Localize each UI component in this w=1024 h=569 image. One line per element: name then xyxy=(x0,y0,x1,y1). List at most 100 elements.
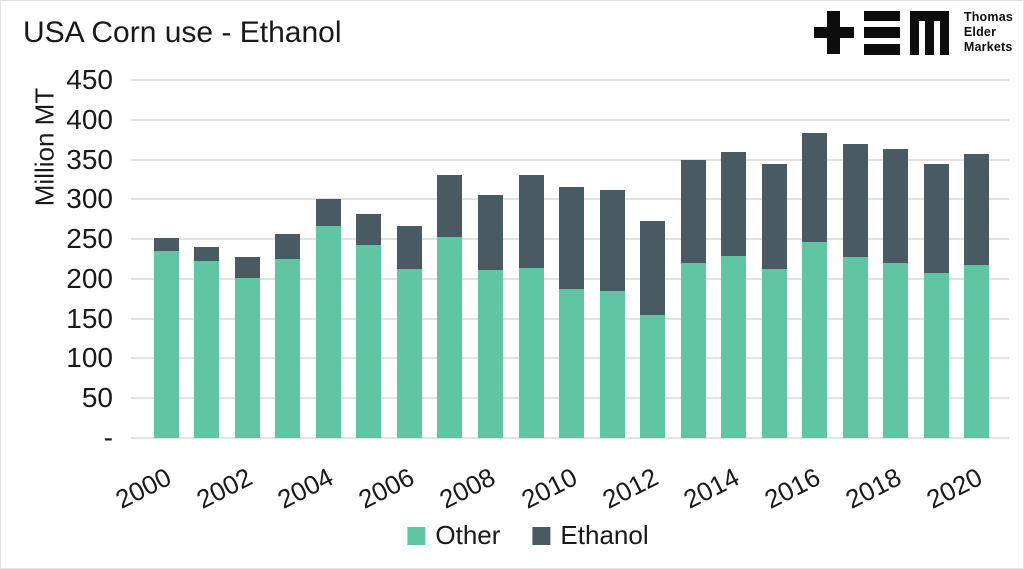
bar-slot-2006 xyxy=(389,80,430,438)
bar-2003-other xyxy=(275,259,301,438)
bar-2017-ethanol xyxy=(842,143,868,258)
x-tick-2006: 2006 xyxy=(354,461,420,515)
tem-logo: Thomas Elder Markets xyxy=(813,10,1013,55)
bar-2017-other xyxy=(842,257,868,438)
y-tick-50: 50 xyxy=(81,382,113,414)
legend-swatch-ethanol xyxy=(532,526,551,545)
bar-slot-2005 xyxy=(349,80,390,438)
bar-2014-ethanol xyxy=(721,151,747,256)
page-title: USA Corn use - Ethanol xyxy=(23,16,342,49)
bar-2020-other xyxy=(964,264,990,438)
bar-slot-2020 xyxy=(957,80,998,438)
bar-slot-2000 xyxy=(146,80,187,438)
legend: Other Ethanol xyxy=(407,520,649,551)
x-tick-2002: 2002 xyxy=(191,461,258,515)
logo-plus-glyph xyxy=(813,11,854,54)
bar-slot-2009 xyxy=(511,80,552,438)
bar-2010-ethanol xyxy=(559,187,585,290)
x-tick-2014: 2014 xyxy=(678,461,744,515)
x-tick-2008: 2008 xyxy=(435,461,501,515)
y-tick-200: 200 xyxy=(66,262,113,294)
bar-slot-2013 xyxy=(673,80,714,438)
legend-item-ethanol: Ethanol xyxy=(532,520,649,551)
y-tick-300: 300 xyxy=(66,183,113,215)
bar-2018 xyxy=(883,149,909,438)
bar-2007 xyxy=(437,174,463,438)
plot-area xyxy=(131,79,1009,439)
bar-2003-ethanol xyxy=(275,234,301,259)
bar-2013 xyxy=(680,159,706,438)
legend-item-other: Other xyxy=(407,520,500,551)
bar-2006-ethanol xyxy=(396,225,422,269)
x-tick-2012: 2012 xyxy=(597,461,663,515)
bar-2020 xyxy=(964,154,990,438)
bar-2015-ethanol xyxy=(761,164,787,269)
bar-2004-ethanol xyxy=(315,199,341,227)
bar-2005 xyxy=(356,213,382,438)
bar-2009 xyxy=(518,174,544,438)
bar-slot-2004 xyxy=(308,80,349,438)
bar-2007-ethanol xyxy=(437,174,463,237)
bar-2013-other xyxy=(680,262,706,438)
bar-2000-other xyxy=(153,251,179,438)
legend-label-other: Other xyxy=(435,520,501,550)
bar-2018-ethanol xyxy=(883,149,909,263)
bar-2006 xyxy=(396,225,422,438)
bar-2014 xyxy=(721,151,747,438)
bar-slot-2001 xyxy=(187,80,228,438)
bar-2018-other xyxy=(883,262,909,438)
legend-swatch-other xyxy=(407,526,426,545)
bar-slot-2011 xyxy=(592,80,633,438)
bar-2010-other xyxy=(559,289,585,438)
bar-2006-other xyxy=(396,268,422,438)
y-tick-400: 400 xyxy=(66,103,113,135)
bar-slot-2018 xyxy=(876,80,917,438)
bar-2015 xyxy=(761,164,787,438)
gridline-400 xyxy=(131,118,1009,121)
bar-slot-2019 xyxy=(916,80,957,438)
y-tick-100: 100 xyxy=(66,342,113,374)
bar-2012 xyxy=(640,220,666,438)
bar-2002-ethanol xyxy=(234,257,260,279)
x-axis-tick-labels: 2000 2002 2004 2006 2008 2010 2012 2014 2016 2018… xyxy=(111,438,1009,515)
bar-2003 xyxy=(275,234,301,438)
bar-2008-ethanol xyxy=(478,195,504,271)
bar-2015-other xyxy=(761,268,787,438)
bar-2000-ethanol xyxy=(153,238,179,252)
bar-2009-other xyxy=(518,267,544,438)
bar-slot-2010 xyxy=(551,80,592,438)
bar-2004 xyxy=(315,199,341,438)
bar-2010 xyxy=(559,187,585,438)
x-tick-2000: 2000 xyxy=(110,461,177,515)
bar-slot-2008 xyxy=(470,80,511,438)
gridline-450 xyxy=(131,79,1009,81)
bar-slot-2003 xyxy=(268,80,309,438)
bars-container xyxy=(146,80,997,438)
bar-2011 xyxy=(599,189,625,438)
bar-2016-ethanol xyxy=(802,133,828,243)
gridline-350 xyxy=(131,158,1009,161)
bar-slot-2002 xyxy=(227,80,268,438)
bar-2001 xyxy=(194,247,220,438)
bar-2019-other xyxy=(923,272,949,438)
bar-2019-ethanol xyxy=(923,163,949,273)
y-axis-tick-labels: - 50 100 150 200 250 300 350 400 450 xyxy=(1,64,113,453)
gridline-0 xyxy=(131,437,1009,439)
bar-2001-other xyxy=(194,261,220,438)
x-tick-2010: 2010 xyxy=(516,461,582,515)
bar-2014-other xyxy=(721,255,747,438)
x-tick-2020: 2020 xyxy=(921,461,987,515)
x-tick-2004: 2004 xyxy=(272,461,339,515)
bar-2005-ethanol xyxy=(356,213,382,246)
bar-slot-2015 xyxy=(754,80,795,438)
y-tick-450: 450 xyxy=(66,64,113,95)
logo-m-glyph xyxy=(909,10,949,55)
bar-2002-other xyxy=(234,278,260,438)
bar-2004-other xyxy=(315,226,341,438)
y-tick-150: 150 xyxy=(66,302,113,334)
bar-slot-2007 xyxy=(430,80,471,438)
bar-slot-2012 xyxy=(632,80,673,438)
y-tick-350: 350 xyxy=(66,143,113,175)
logo-e-glyph xyxy=(863,10,900,55)
